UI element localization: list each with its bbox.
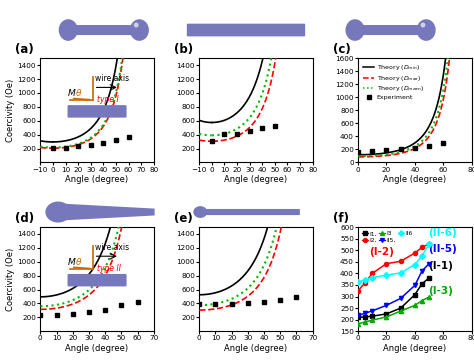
Ellipse shape [59, 19, 78, 41]
Ellipse shape [130, 19, 149, 41]
FancyBboxPatch shape [63, 25, 145, 35]
Ellipse shape [69, 275, 77, 285]
Ellipse shape [193, 206, 207, 218]
X-axis label: Angle (degree): Angle (degree) [383, 175, 447, 185]
Text: (II-6): (II-6) [428, 229, 457, 238]
Text: (I-2): (I-2) [369, 247, 394, 257]
Text: type II: type II [97, 264, 121, 273]
Text: (d): (d) [15, 212, 35, 225]
Text: M: M [68, 258, 76, 267]
X-axis label: Angle (degree): Angle (degree) [224, 175, 288, 185]
Y-axis label: Coercivity (Oe): Coercivity (Oe) [6, 248, 15, 311]
Ellipse shape [417, 19, 436, 41]
Ellipse shape [69, 106, 77, 116]
X-axis label: Angle (degree): Angle (degree) [65, 344, 128, 353]
Text: wire axis: wire axis [95, 74, 129, 83]
Text: $\theta$: $\theta$ [75, 87, 82, 98]
X-axis label: Angle (degree): Angle (degree) [224, 344, 288, 353]
FancyBboxPatch shape [187, 24, 305, 36]
Text: (I-1): (I-1) [428, 261, 453, 271]
Text: (a): (a) [15, 43, 34, 56]
Text: (II-5): (II-5) [428, 244, 457, 254]
Text: type I: type I [97, 95, 119, 104]
Text: (e): (e) [174, 212, 193, 225]
Legend: Theory ($D_{min}$), Theory ($D_{max}$), Theory ($D_{mean}$), Experiment: Theory ($D_{min}$), Theory ($D_{max}$), … [361, 62, 426, 102]
Ellipse shape [134, 23, 138, 28]
Text: $\theta$: $\theta$ [75, 256, 82, 267]
FancyBboxPatch shape [67, 274, 127, 286]
Text: (b): (b) [174, 43, 193, 56]
X-axis label: Angle (degree): Angle (degree) [383, 344, 447, 353]
Ellipse shape [117, 106, 125, 116]
Y-axis label: Coercivity (Oe): Coercivity (Oe) [6, 79, 15, 142]
Polygon shape [58, 203, 155, 221]
Text: (f): (f) [333, 212, 349, 225]
Legend: I1,, I2,, I3, II5,, II6: I1,, I2,, I3, II5,, II6 [361, 230, 414, 244]
FancyBboxPatch shape [67, 105, 127, 118]
Text: (c): (c) [333, 43, 351, 56]
Text: M: M [68, 89, 76, 98]
Ellipse shape [346, 19, 365, 41]
X-axis label: Angle (degree): Angle (degree) [65, 175, 128, 185]
FancyBboxPatch shape [195, 209, 300, 215]
Ellipse shape [420, 23, 425, 28]
Ellipse shape [46, 202, 71, 222]
Text: wire axis: wire axis [95, 243, 129, 252]
Text: (I-3): (I-3) [428, 286, 453, 296]
FancyBboxPatch shape [349, 25, 432, 35]
